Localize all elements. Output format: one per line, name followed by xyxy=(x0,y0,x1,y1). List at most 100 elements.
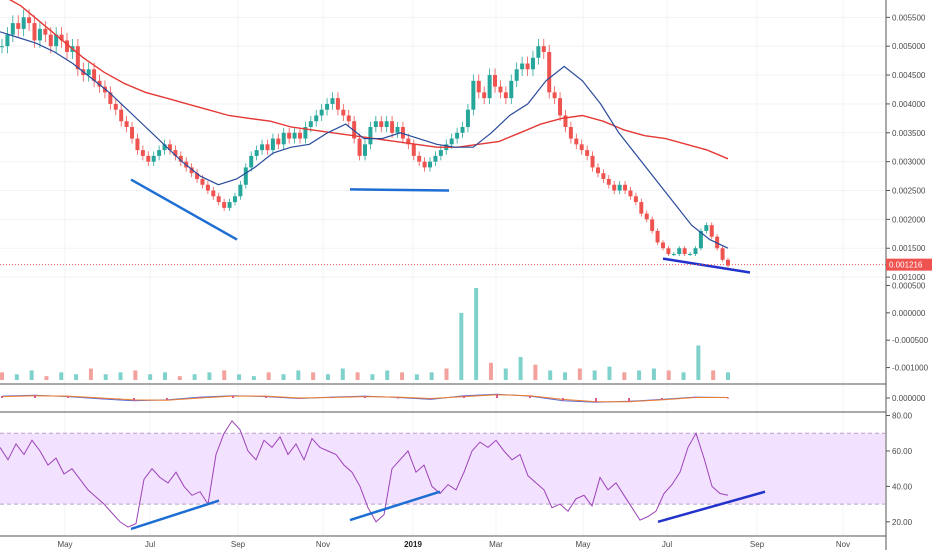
candle-body xyxy=(460,127,465,133)
candle-body xyxy=(671,254,676,256)
candle-body xyxy=(86,69,91,76)
candle-body xyxy=(606,178,611,185)
candle-body xyxy=(368,127,373,145)
candle-body xyxy=(677,248,682,255)
candle-body xyxy=(428,161,433,168)
candle-body xyxy=(135,138,140,151)
volume-axis-tick-label: -0.000500 xyxy=(892,336,929,345)
candle-body xyxy=(487,75,492,99)
rsi-band xyxy=(0,433,885,505)
rsi-axis-tick-label: 40.00 xyxy=(892,482,913,491)
candle-body xyxy=(417,155,422,162)
volume-bar xyxy=(29,370,34,380)
candle-body xyxy=(449,138,454,145)
candle-body xyxy=(276,138,281,145)
candle-body xyxy=(400,127,405,139)
volume-bar xyxy=(444,368,449,380)
volume-bar xyxy=(726,372,730,380)
volume-bar xyxy=(162,372,167,380)
volume-bar xyxy=(429,372,434,380)
last-price-badge xyxy=(886,258,932,271)
macd-histogram-bar xyxy=(397,397,399,399)
candle-body xyxy=(335,98,340,110)
volume-bar xyxy=(548,370,553,380)
candle-body xyxy=(173,150,178,156)
candle-body xyxy=(688,254,693,256)
candle-body xyxy=(227,202,232,208)
x-axis-tick-label: Sep xyxy=(231,540,246,549)
candle-body xyxy=(314,115,319,122)
volume-bar xyxy=(281,374,286,380)
price-axis-tick-label: 0.005500 xyxy=(892,13,926,22)
candle-body xyxy=(628,190,633,197)
price-axis-tick-label: 0.002500 xyxy=(892,187,926,196)
volume-bar xyxy=(385,370,390,380)
volume-bar xyxy=(711,370,716,380)
x-axis-tick-label: 2019 xyxy=(404,540,422,549)
candle-body xyxy=(178,155,183,162)
candle-body xyxy=(341,109,346,116)
macd-histogram-bar xyxy=(67,396,69,398)
candle-body xyxy=(75,46,80,70)
candle-body xyxy=(265,144,270,151)
candle-body xyxy=(574,138,579,145)
macd-axis-tick-label: 0.000000 xyxy=(892,394,926,403)
candle-body xyxy=(167,144,172,151)
candle-body xyxy=(0,46,4,48)
candle-body xyxy=(601,173,606,179)
rsi-axis-tick-label: 80.00 xyxy=(892,412,913,421)
candle-body xyxy=(308,121,313,128)
volume-bar xyxy=(14,374,19,380)
candle-body xyxy=(726,259,730,266)
volume-bar xyxy=(103,374,108,380)
volume-axis-tick-label: 0.000000 xyxy=(892,309,926,318)
candle-body xyxy=(568,127,573,139)
volume-bar xyxy=(681,372,686,380)
candle-body xyxy=(476,80,481,93)
volume-bar xyxy=(0,372,4,380)
macd-histogram-bar xyxy=(331,397,333,399)
candle-body xyxy=(406,138,411,145)
volume-bar xyxy=(192,374,197,380)
macd-histogram-bar xyxy=(529,396,531,398)
candle-body xyxy=(10,23,15,35)
volume-bar xyxy=(148,374,153,380)
candle-body xyxy=(325,103,330,110)
candle-body xyxy=(590,155,595,168)
x-axis-tick-label: Nov xyxy=(836,540,850,549)
price-trendline xyxy=(349,188,450,192)
candle-body xyxy=(97,80,102,87)
candle-body xyxy=(720,248,725,260)
candle-body xyxy=(693,248,698,255)
candle-body xyxy=(698,230,703,249)
candle-body xyxy=(503,92,508,99)
volume-axis-tick-label: 0.000500 xyxy=(892,281,926,290)
volume-bar xyxy=(237,374,242,380)
candle-body xyxy=(655,230,660,243)
candle-body xyxy=(27,17,32,24)
volume-bar xyxy=(518,357,523,380)
candle-body xyxy=(666,248,671,255)
x-axis-tick-label: Sep xyxy=(750,540,765,549)
candle-body xyxy=(633,196,638,203)
candle-body xyxy=(297,132,302,139)
x-axis-tick-label: Nov xyxy=(316,540,330,549)
rsi-axis-tick-label: 60.00 xyxy=(892,447,913,456)
candle-body xyxy=(287,132,292,139)
macd-histogram-bar xyxy=(265,396,267,398)
candle-body xyxy=(319,109,324,116)
candle-body xyxy=(211,190,216,197)
volume-bar xyxy=(59,372,64,380)
x-axis-tick-label: May xyxy=(57,540,72,549)
volume-bar xyxy=(622,372,627,380)
candle-body xyxy=(243,167,248,185)
volume-bar xyxy=(88,368,93,380)
candle-body xyxy=(37,28,42,41)
price-axis-tick-label: 0.004000 xyxy=(892,100,926,109)
rsi-trendline xyxy=(349,490,441,522)
candle-body xyxy=(422,161,427,168)
macd-histogram-bar xyxy=(562,398,564,401)
candle-body xyxy=(200,178,205,185)
candle-body xyxy=(330,98,335,104)
